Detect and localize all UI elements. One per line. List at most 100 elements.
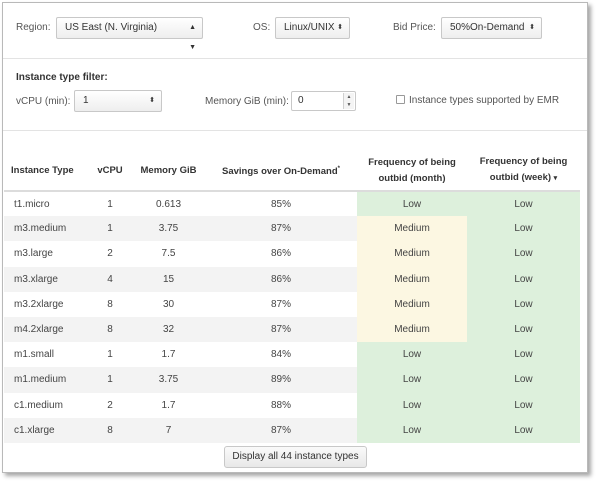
region-label: Region: — [16, 22, 51, 33]
table-row: m4.2xlarge 8 32 87% Medium Low — [4, 316, 580, 343]
cell-freq-month: Low — [357, 191, 467, 217]
cell-vcpu: 8 — [88, 417, 132, 443]
display-all-button[interactable]: Display all 44 instance types — [224, 446, 367, 468]
instance-table: Instance Type vCPU Memory GiB Savings ov… — [4, 151, 580, 443]
select-arrows-icon: ⬍ — [337, 24, 343, 31]
table-row: m1.medium 1 3.75 89% Low Low — [4, 367, 580, 393]
cell-vcpu: 1 — [88, 191, 132, 217]
cell-savings: 87% — [205, 316, 357, 343]
instance-filter-heading: Instance type filter: — [16, 72, 108, 83]
cell-savings: 84% — [205, 342, 357, 368]
cell-memory: 3.75 — [132, 367, 205, 393]
vcpu-min-select[interactable]: 1 ⬍ — [74, 90, 162, 112]
bid-price-value: 50%On-Demand — [450, 22, 525, 33]
cell-savings: 85% — [205, 191, 357, 217]
cell-freq-week: Low — [467, 266, 580, 292]
table-row: c1.medium 2 1.7 88% Low Low — [4, 392, 580, 418]
col-header-instance-type[interactable]: Instance Type — [4, 151, 88, 192]
cell-vcpu: 2 — [88, 392, 132, 418]
col-header-freq-week[interactable]: Frequency of being outbid (week) ▾ — [467, 151, 580, 192]
vcpu-min-label: vCPU (min): — [16, 96, 71, 107]
cell-freq-month: Low — [357, 417, 467, 443]
cell-freq-week: Low — [467, 316, 580, 343]
divider — [3, 58, 587, 59]
cell-instance-type: c1.medium — [4, 392, 88, 418]
freq-month-line2: outbid (month) — [378, 172, 446, 184]
cell-vcpu: 4 — [88, 266, 132, 292]
cell-savings: 86% — [205, 266, 357, 292]
freq-week-line2: outbid (week) — [489, 172, 552, 183]
cell-memory: 30 — [132, 291, 205, 317]
cell-freq-month: Low — [357, 392, 467, 418]
cell-freq-week: Low — [467, 241, 580, 267]
stepper-arrows-icon[interactable]: ▲ ▼ — [343, 93, 354, 109]
cell-memory: 32 — [132, 316, 205, 343]
memory-min-label: Memory GiB (min): — [205, 96, 289, 107]
cell-freq-week: Low — [467, 216, 580, 242]
cell-instance-type: c1.xlarge — [4, 417, 88, 443]
cell-vcpu: 1 — [88, 342, 132, 368]
col-header-savings[interactable]: Savings over On-Demand* — [205, 151, 357, 192]
memory-min-value: 0 — [298, 95, 304, 106]
freq-week-line1: Frequency of being — [479, 156, 568, 167]
table-row: m3.2xlarge 8 30 87% Medium Low — [4, 291, 580, 317]
cell-freq-week: Low — [467, 342, 580, 368]
cell-savings: 87% — [205, 291, 357, 317]
os-label: OS: — [253, 22, 271, 33]
emr-checkbox[interactable] — [396, 95, 405, 104]
cell-freq-month: Medium — [357, 291, 467, 317]
region-select[interactable]: US East (N. Virginia) ▲ ▼ — [56, 17, 203, 51]
cell-vcpu: 8 — [88, 291, 132, 317]
cell-memory: 0.613 — [132, 191, 205, 217]
memory-min-input[interactable]: 0 ▲ ▼ — [291, 91, 356, 111]
cell-vcpu: 2 — [88, 241, 132, 267]
cell-freq-week: Low — [467, 367, 580, 393]
freq-month-line1: Frequency of being — [368, 156, 456, 168]
cell-memory: 7.5 — [132, 241, 205, 267]
cell-vcpu: 1 — [88, 367, 132, 393]
table-row: m1.small 1 1.7 84% Low Low — [4, 342, 580, 368]
emr-checkbox-label: Instance types supported by EMR — [409, 95, 560, 106]
cell-freq-week: Low — [467, 417, 580, 443]
cell-savings: 87% — [205, 417, 357, 443]
cell-instance-type: t1.micro — [4, 191, 88, 217]
cell-memory: 1.7 — [132, 392, 205, 418]
cell-instance-type: m3.2xlarge — [4, 291, 88, 317]
cell-savings: 88% — [205, 392, 357, 418]
select-arrows-icon: ⬍ — [529, 24, 535, 31]
cell-memory: 3.75 — [132, 216, 205, 242]
cell-vcpu: 8 — [88, 316, 132, 343]
col-header-vcpu[interactable]: vCPU — [88, 151, 132, 192]
cell-instance-type: m4.2xlarge — [4, 316, 88, 343]
cell-memory: 15 — [132, 266, 205, 292]
cell-freq-month: Medium — [357, 316, 467, 343]
cell-memory: 7 — [132, 417, 205, 443]
select-arrows-icon: ▲ ▼ — [189, 24, 196, 51]
spot-advisor-panel: Region: US East (N. Virginia) ▲ ▼ OS: Lin… — [2, 2, 588, 473]
bid-price-label: Bid Price: — [393, 22, 436, 33]
cell-instance-type: m1.medium — [4, 367, 88, 393]
os-select[interactable]: Linux/UNIX ⬍ — [275, 17, 350, 39]
cell-freq-month: Medium — [357, 266, 467, 292]
table-row: m3.medium 1 3.75 87% Medium Low — [4, 216, 580, 242]
bid-price-select[interactable]: 50%On-Demand ⬍ — [441, 17, 542, 39]
cell-savings: 89% — [205, 367, 357, 393]
vcpu-min-value: 1 — [83, 95, 89, 106]
savings-header-text: Savings over On-Demand — [222, 166, 338, 178]
table-body: t1.micro 1 0.613 85% Low Low m3.medium 1 3.75 87%… — [4, 191, 580, 443]
cell-savings: 86% — [205, 241, 357, 267]
cell-instance-type: m3.medium — [4, 216, 88, 242]
select-arrows-icon: ⬍ — [149, 97, 155, 104]
col-header-freq-month[interactable]: Frequency of being outbid (month) — [357, 151, 467, 192]
savings-footnote-mark: * — [337, 165, 340, 172]
cell-memory: 1.7 — [132, 342, 205, 368]
table-row: t1.micro 1 0.613 85% Low Low — [4, 191, 580, 217]
region-value: US East (N. Virginia) — [65, 22, 158, 33]
cell-vcpu: 1 — [88, 216, 132, 242]
cell-savings: 87% — [205, 216, 357, 242]
divider — [3, 130, 587, 131]
cell-freq-month: Medium — [357, 216, 467, 242]
table-header-row: Instance Type vCPU Memory GiB Savings ov… — [4, 151, 580, 192]
cell-instance-type: m3.xlarge — [4, 266, 88, 292]
col-header-memory[interactable]: Memory GiB — [132, 151, 205, 192]
